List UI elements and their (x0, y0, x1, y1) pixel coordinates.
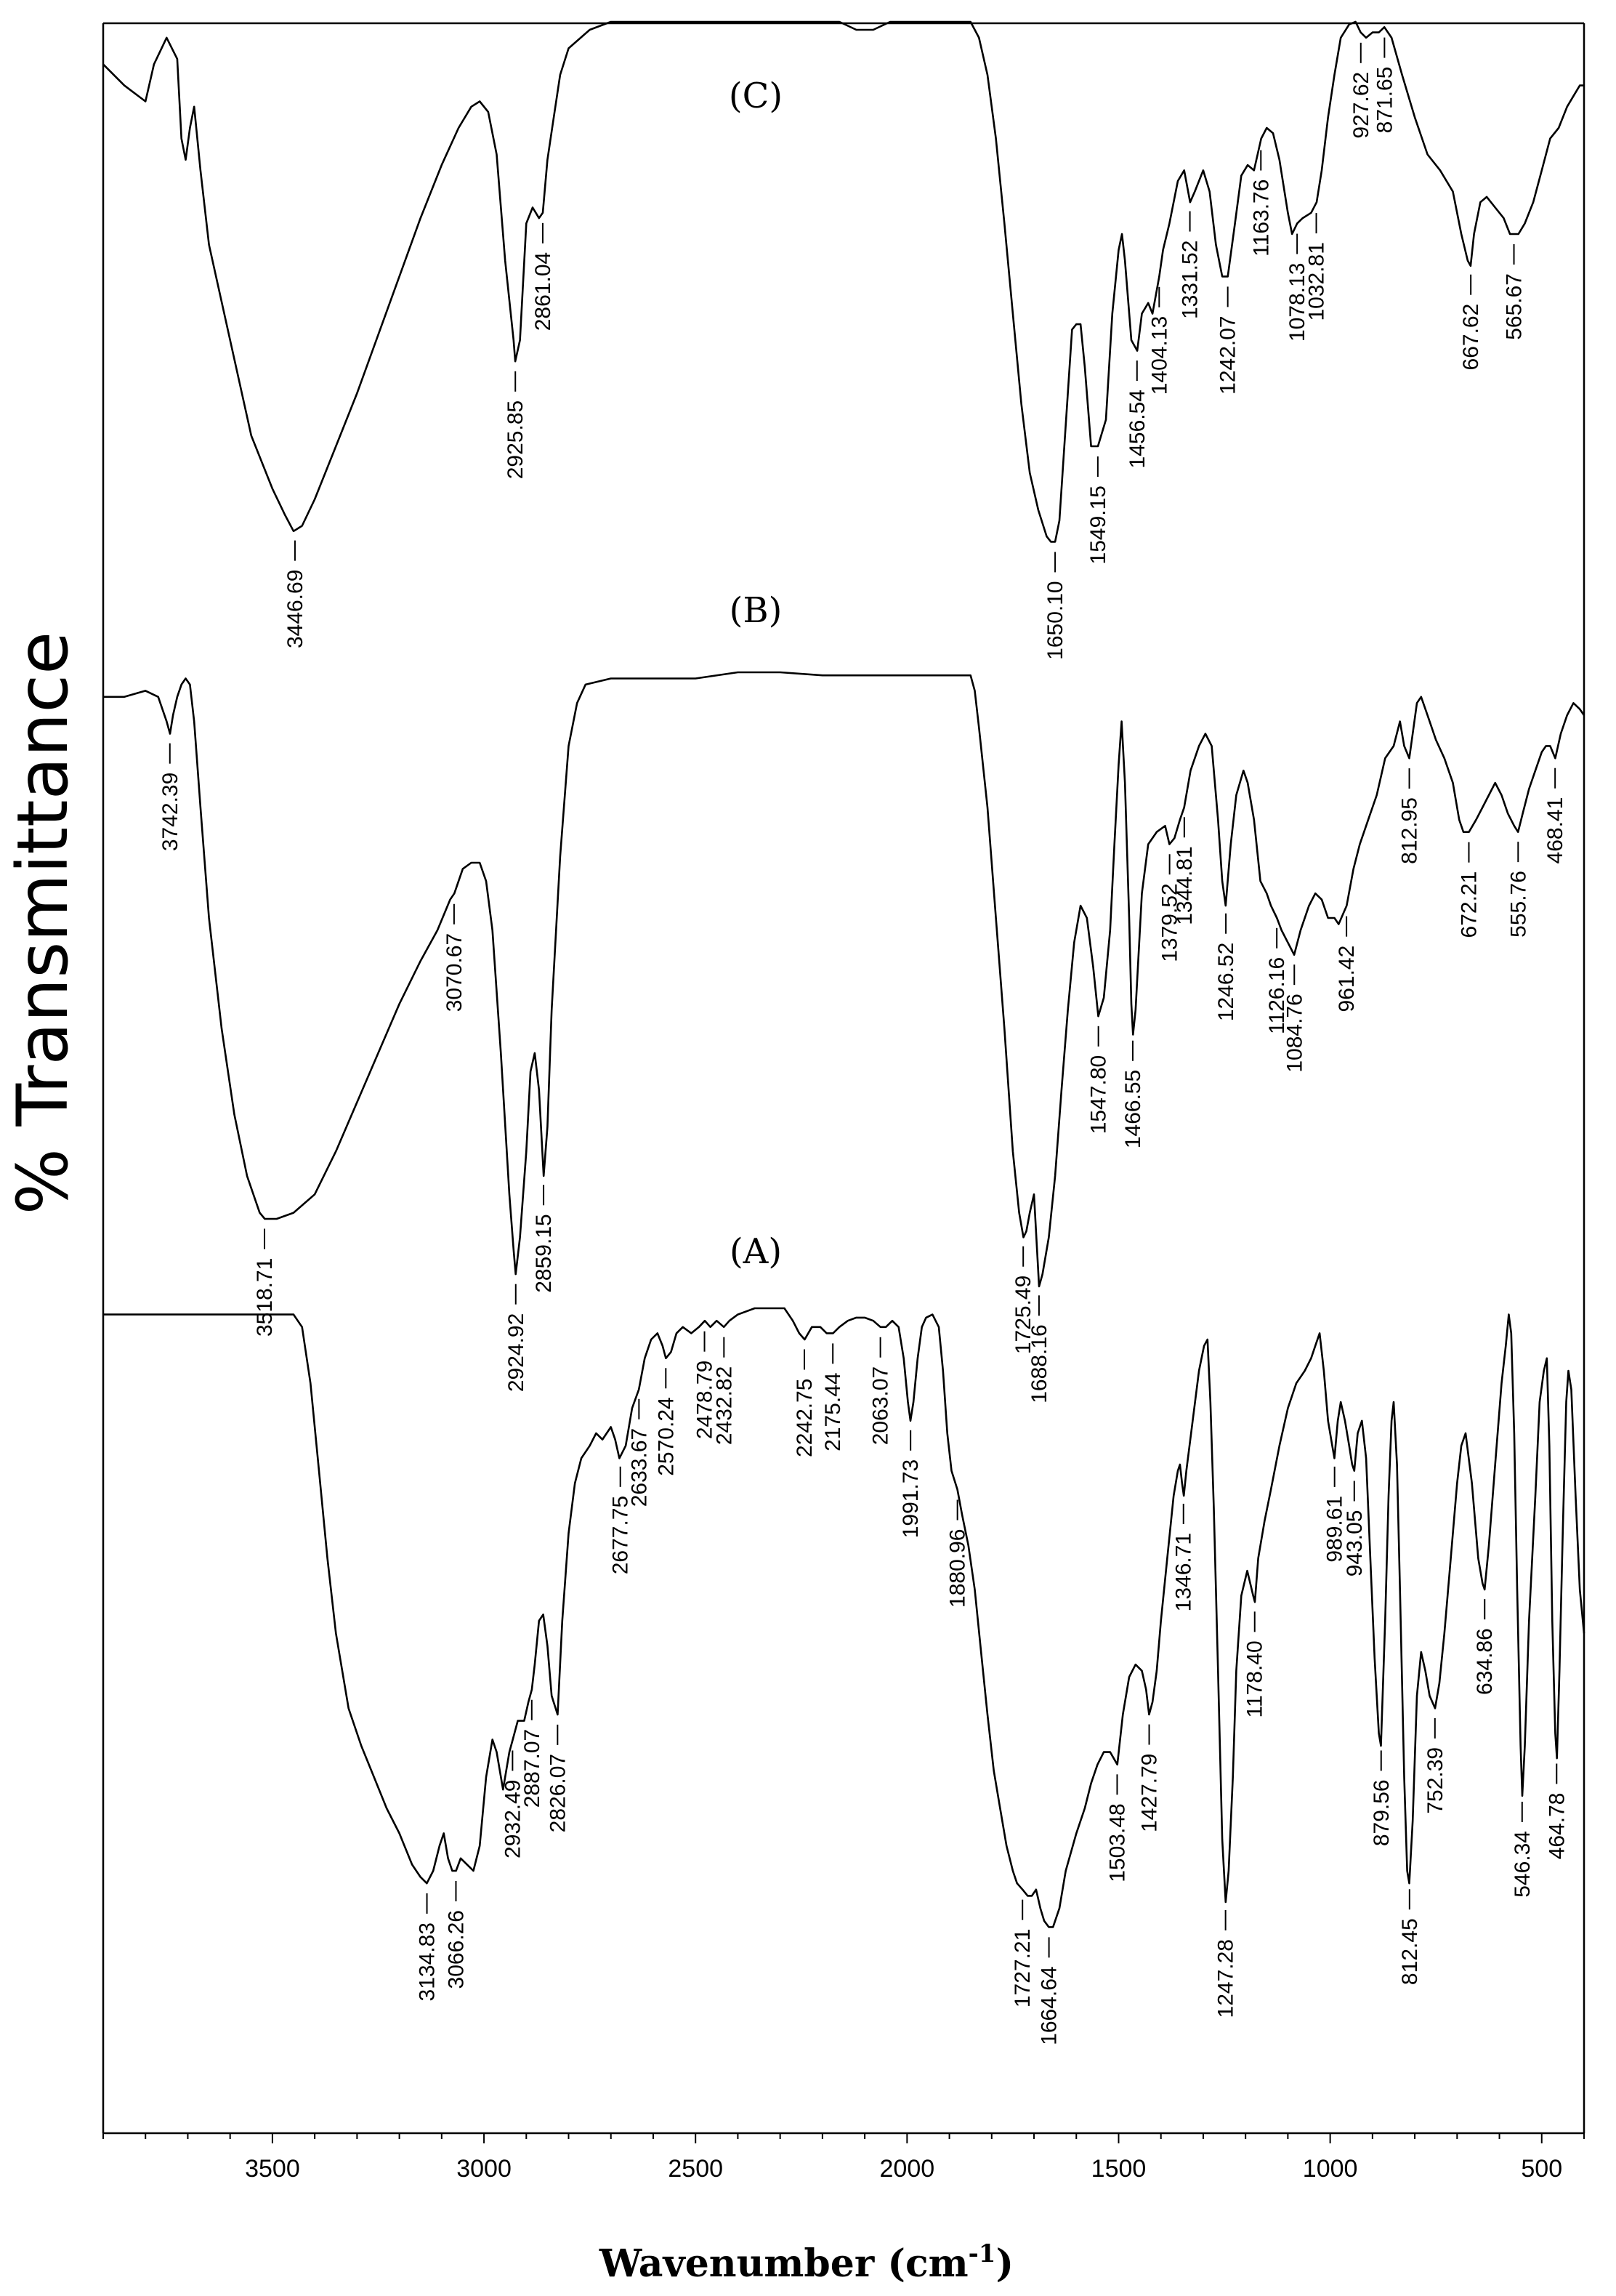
x-tick-label: 1500 (1091, 2155, 1147, 2183)
peak-label: 667.62 (1459, 304, 1483, 371)
peak-label: 1247.28 (1214, 1939, 1238, 2018)
peak-label: 1466.55 (1121, 1070, 1145, 1148)
spectrum-line-c (102, 20, 1584, 543)
x-tick-label: 3000 (456, 2155, 512, 2183)
peak-label: 2063.07 (869, 1366, 893, 1445)
spectrum-line-b (103, 671, 1585, 1288)
peak-label: 879.56 (1370, 1779, 1394, 1846)
peak-label: 464.78 (1545, 1793, 1569, 1860)
x-tick-label: 2000 (880, 2155, 935, 2183)
y-axis-label: % Transmittance (2, 632, 84, 1215)
peak-label: 1456.54 (1126, 390, 1150, 468)
peak-label: 1727.21 (1011, 1929, 1035, 2007)
peak-label: 3518.71 (253, 1258, 277, 1337)
peak-label: 2932.49 (501, 1780, 525, 1858)
peak-label: 2677.75 (609, 1496, 633, 1574)
peak-label: 1427.79 (1138, 1754, 1162, 1832)
peak-label: 1503.48 (1106, 1803, 1130, 1882)
peak-label: 2924.92 (504, 1313, 528, 1392)
peak-label: 752.39 (1423, 1747, 1447, 1814)
peak-label: 2887.07 (520, 1729, 544, 1808)
peak-label: 2242.75 (793, 1379, 817, 1457)
x-axis-label-superscript: -1 (969, 2239, 996, 2268)
peak-label: 565.67 (1503, 273, 1527, 340)
peak-label: 546.34 (1511, 1831, 1535, 1898)
peak-label: 1404.13 (1147, 316, 1171, 395)
peak-label: 555.76 (1506, 871, 1530, 938)
peak-label: 672.21 (1458, 871, 1482, 938)
peak-label: 943.05 (1343, 1510, 1367, 1577)
peak-label: 927.62 (1349, 72, 1373, 139)
peak-label: 3742.39 (158, 773, 182, 851)
peak-label: 2861.04 (531, 252, 555, 331)
peak-label: 812.45 (1398, 1918, 1422, 1985)
peak-label: 1379.52 (1158, 883, 1182, 962)
peak-label: 2478.79 (693, 1361, 717, 1439)
peak-label: 634.86 (1473, 1628, 1497, 1695)
peak-label: 1242.07 (1216, 315, 1240, 394)
peak-label: 1246.52 (1214, 943, 1238, 1021)
peak-label: 871.65 (1373, 67, 1397, 134)
peak-label: 1084.76 (1282, 994, 1306, 1072)
x-tick-label: 1000 (1303, 2155, 1358, 2183)
peak-label: 1880.96 (946, 1529, 970, 1608)
peak-label: 1547.80 (1087, 1055, 1111, 1134)
peak-label: 1991.73 (899, 1459, 923, 1538)
peak-label: 1549.15 (1086, 486, 1110, 564)
x-axis-label-close: ) (995, 2241, 1014, 2286)
spectrum-line-a (103, 1307, 1585, 1928)
peak-label: 2859.15 (532, 1214, 556, 1292)
peak-label: 2432.82 (712, 1366, 736, 1445)
peak-label: 468.41 (1543, 797, 1567, 864)
peak-label: 1664.64 (1038, 1966, 1062, 2045)
peak-label: 1688.16 (1027, 1324, 1051, 1403)
peak-label: 1078.13 (1285, 263, 1309, 342)
peak-annotations: 3446.69 2925.85 2861.04 1650.10 1549.15 1456.… (158, 37, 1569, 2045)
peak-label: 3070.67 (443, 933, 466, 1012)
peak-label: 3066.26 (445, 1910, 469, 1989)
peak-label: 812.95 (1398, 797, 1422, 864)
peak-label: 1178.40 (1243, 1640, 1267, 1717)
peak-label: 2570.24 (654, 1397, 678, 1475)
x-tick-label: 3500 (245, 2155, 300, 2183)
x-axis-label-main: Wavenumber (cm (599, 2241, 969, 2286)
peak-label: 2925.85 (504, 400, 528, 479)
peak-label: 1650.10 (1043, 581, 1067, 659)
peak-label: 1163.76 (1249, 180, 1273, 257)
peak-label: 1346.71 (1172, 1533, 1196, 1611)
peak-label: 3446.69 (283, 570, 307, 648)
peak-label: 1331.52 (1179, 241, 1203, 319)
x-tick-label: 500 (1521, 2155, 1562, 2183)
peak-label: 1725.49 (1011, 1276, 1035, 1354)
peak-label: 2633.67 (627, 1428, 651, 1507)
panel-label: (B) (730, 590, 783, 631)
peak-label: 1126.16 (1265, 957, 1289, 1034)
peak-label: 3134.83 (416, 1922, 440, 2001)
panel-label: (A) (730, 1231, 782, 1272)
peak-label: 961.42 (1335, 946, 1359, 1012)
x-axis-label: Wavenumber (cm-1) (599, 2239, 1014, 2286)
peak-label: 1344.81 (1173, 846, 1197, 925)
spectra-traces (102, 20, 1585, 1928)
peak-label: 1032.81 (1305, 242, 1329, 321)
panel-labels: (C) (B) (A) (729, 76, 783, 1272)
panel-label: (C) (729, 76, 783, 116)
x-tick-label: 2500 (668, 2155, 723, 2183)
peak-label: 2175.44 (821, 1372, 845, 1451)
peak-label: 989.61 (1323, 1496, 1347, 1563)
peak-label: 2826.07 (546, 1754, 570, 1832)
